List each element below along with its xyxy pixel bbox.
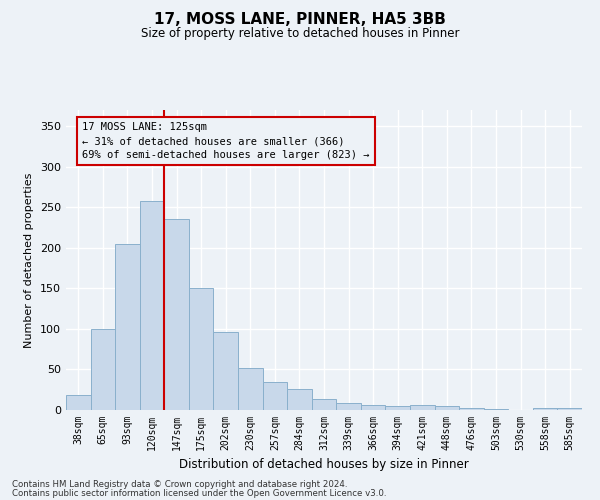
- Bar: [164, 220, 189, 410]
- Bar: [484, 409, 508, 410]
- Bar: [459, 408, 484, 410]
- Bar: [189, 288, 214, 410]
- Bar: [214, 332, 238, 410]
- Bar: [312, 398, 336, 410]
- Text: Size of property relative to detached houses in Pinner: Size of property relative to detached ho…: [141, 28, 459, 40]
- Bar: [66, 396, 91, 410]
- Text: Contains public sector information licensed under the Open Government Licence v3: Contains public sector information licen…: [12, 488, 386, 498]
- Text: 17, MOSS LANE, PINNER, HA5 3BB: 17, MOSS LANE, PINNER, HA5 3BB: [154, 12, 446, 28]
- Bar: [410, 405, 434, 410]
- Text: Contains HM Land Registry data © Crown copyright and database right 2024.: Contains HM Land Registry data © Crown c…: [12, 480, 347, 489]
- Bar: [557, 408, 582, 410]
- Bar: [361, 405, 385, 410]
- Bar: [533, 408, 557, 410]
- Bar: [238, 368, 263, 410]
- Bar: [263, 382, 287, 410]
- Bar: [434, 406, 459, 410]
- Bar: [91, 329, 115, 410]
- Bar: [385, 406, 410, 410]
- X-axis label: Distribution of detached houses by size in Pinner: Distribution of detached houses by size …: [179, 458, 469, 471]
- Y-axis label: Number of detached properties: Number of detached properties: [25, 172, 34, 348]
- Bar: [336, 402, 361, 410]
- Bar: [287, 389, 312, 410]
- Bar: [115, 244, 140, 410]
- Text: 17 MOSS LANE: 125sqm
← 31% of detached houses are smaller (366)
69% of semi-deta: 17 MOSS LANE: 125sqm ← 31% of detached h…: [82, 122, 370, 160]
- Bar: [140, 201, 164, 410]
